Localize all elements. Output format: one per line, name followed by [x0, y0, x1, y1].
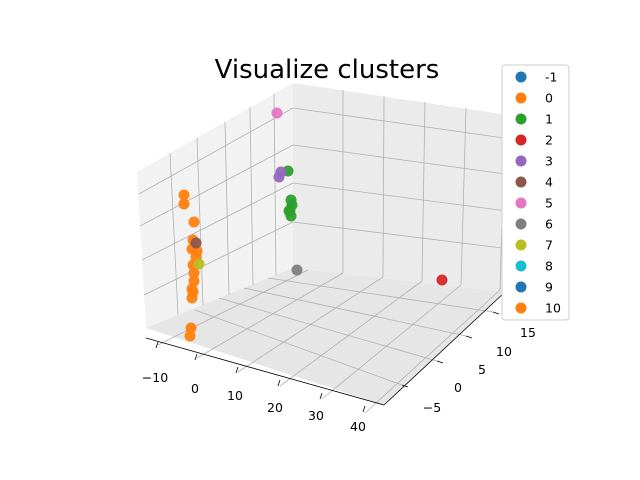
- x-tick-mark: [155, 341, 159, 349]
- scatter-point-cluster-2: [436, 274, 448, 286]
- y-tick-label: −5: [423, 400, 441, 415]
- legend-label: 0: [545, 91, 553, 106]
- y-tick-label: 0: [454, 380, 462, 395]
- legend-marker: [515, 176, 527, 188]
- scatter-points: [178, 107, 448, 342]
- grid-back-h: [292, 144, 521, 177]
- x-tick-label: 0: [191, 381, 199, 396]
- legend-label: -1: [545, 70, 557, 85]
- scatter-point-cluster-4: [190, 237, 202, 249]
- x-tick-mark: [277, 379, 281, 387]
- y-axis-line: [383, 291, 506, 406]
- y-tick-mark: [436, 360, 444, 364]
- grid-floor-y: [243, 287, 467, 337]
- grid-floor-y: [267, 277, 494, 313]
- legend-marker: [515, 218, 527, 230]
- legend-marker: [515, 134, 527, 146]
- x-axis-line: [145, 337, 385, 406]
- x-tick-mark: [194, 353, 198, 361]
- scatter-point-cluster-0: [188, 267, 200, 279]
- grid-floor-x: [196, 272, 344, 359]
- scatter-point-cluster-0: [178, 198, 190, 210]
- x-tick-label: 40: [350, 419, 366, 434]
- legend-label: 9: [545, 280, 553, 295]
- y-tick-label: 15: [520, 325, 536, 340]
- back-pane: [293, 83, 528, 292]
- grid-back-h: [292, 107, 526, 142]
- grid-floor-y: [194, 309, 403, 386]
- y-ticks: −5 0 5 10 15: [401, 293, 536, 415]
- scatter-point-cluster-0: [178, 189, 190, 201]
- legend-label: 2: [545, 133, 553, 148]
- legend-marker: [515, 92, 527, 104]
- legend-label: 1: [545, 112, 553, 127]
- legend-label: 5: [545, 196, 553, 211]
- legend-label: 10: [545, 301, 561, 316]
- scatter-point-cluster-0: [185, 322, 197, 334]
- grid-left-h: [139, 144, 294, 227]
- scatter-point-cluster-0: [191, 245, 203, 257]
- legend-marker: [515, 260, 527, 272]
- grid-back-h: [292, 221, 511, 250]
- grid-floor-x: [157, 269, 309, 346]
- y-tick-mark: [401, 384, 409, 388]
- legend-box: [501, 64, 570, 321]
- grid-floor-y: [218, 297, 438, 362]
- grid-left-v: [169, 152, 179, 316]
- grid-back-v: [421, 101, 426, 282]
- grid-back-v: [460, 107, 467, 286]
- y-tick-label: 5: [478, 362, 486, 377]
- scatter-point-cluster-5: [271, 107, 283, 119]
- scatter-point-cluster-1: [283, 205, 295, 217]
- legend-marker: [515, 302, 527, 314]
- legend-label: 3: [545, 154, 553, 169]
- legend-marker: [515, 113, 527, 125]
- legend-label: 7: [545, 238, 553, 253]
- legend-label: 4: [545, 175, 553, 190]
- floor-pane: [146, 268, 505, 405]
- legend-label: 6: [545, 217, 553, 232]
- legend-marker: [515, 197, 527, 209]
- legend-label: 8: [545, 259, 553, 274]
- scatter-point-cluster-0: [188, 216, 200, 228]
- x-tick-label: 30: [308, 408, 324, 423]
- grid-back-h: [292, 182, 516, 213]
- y-tick-label: 10: [496, 344, 512, 359]
- grid-left-v: [224, 121, 230, 296]
- x-tick-mark: [362, 405, 366, 413]
- legend-marker: [515, 281, 527, 293]
- grid: [138, 90, 526, 414]
- legend: -1 0 1 2 3 4 5 6 7 8 9 10: [501, 64, 570, 321]
- x-tick-mark: [235, 366, 239, 374]
- grid-left-h: [141, 182, 294, 261]
- chart-title: Visualize clusters: [215, 55, 440, 85]
- legend-items: -1 0 1 2 3 4 5 6 7 8 9 10: [515, 70, 561, 316]
- legend-marker: [515, 71, 527, 83]
- scatter-point-cluster-0: [186, 283, 198, 295]
- x-tick-label: 20: [267, 400, 283, 415]
- grid-left-v: [273, 93, 277, 276]
- grid-floor-x: [364, 289, 501, 414]
- grid-left-v: [249, 106, 254, 286]
- scatter-point-cluster-3: [275, 166, 287, 178]
- grid-floor-x: [279, 280, 423, 387]
- x-tick-label: −10: [142, 370, 168, 385]
- legend-marker: [515, 155, 527, 167]
- x-ticks: −10 0 10 20 30 40: [142, 341, 366, 434]
- grid-left-h: [138, 107, 294, 195]
- scatter-point-cluster-1: [285, 194, 297, 206]
- legend-marker: [515, 239, 527, 251]
- grid-back-v: [382, 95, 385, 278]
- grid-left-h: [143, 221, 294, 296]
- grid-left-v: [196, 137, 204, 306]
- scatter-point-cluster-6: [291, 264, 303, 276]
- x-tick-mark: [319, 392, 323, 400]
- y-tick-mark: [492, 311, 500, 315]
- y-tick-mark: [465, 335, 473, 339]
- scatter-point-cluster-7: [193, 258, 205, 270]
- x-tick-label: 10: [227, 388, 243, 403]
- scatter-point-cluster-0: [184, 330, 196, 342]
